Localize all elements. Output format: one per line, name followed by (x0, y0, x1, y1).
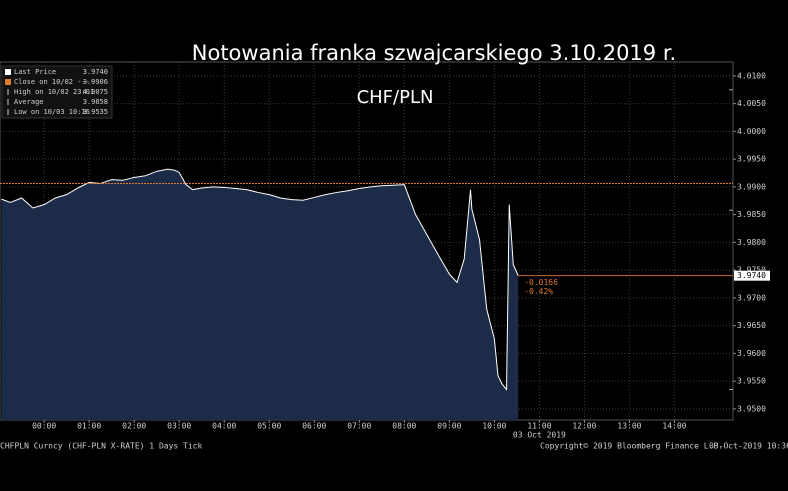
y-tick-label: 3.9750 (737, 266, 766, 275)
x-tick-label: 05:00 (257, 422, 281, 431)
x-tick-label: 03:00 (167, 422, 191, 431)
legend-value: 3.9740 (83, 68, 108, 76)
x-tick-label: 11:00 (527, 422, 551, 431)
legend-value: 3.9906 (83, 78, 108, 86)
y-tick-label: 3.9600 (737, 349, 766, 358)
y-tick-label: 3.9800 (737, 238, 766, 247)
area-fill (1, 169, 519, 420)
legend-swatch (5, 69, 11, 75)
legend: Last Price 3.9740 Close on 10/02 ----3.990… (5, 68, 108, 116)
legend-value: 3.9858 (83, 98, 108, 106)
price-line (1, 168, 519, 391)
legend-label: Average (14, 98, 44, 106)
x-tick-label: 10:00 (482, 422, 506, 431)
y-tick-label: 3.9500 (737, 404, 766, 413)
y-tick-label: 3.9900 (737, 182, 766, 191)
y-tick-label: 3.9850 (737, 210, 766, 219)
legend-label: High on 10/02 23:01 (14, 88, 94, 96)
change-pct-label: -0.42% (524, 287, 553, 296)
x-tick-label: 01:00 (77, 422, 101, 431)
x-tick-label: 13:00 (617, 422, 641, 431)
footer-right: 03-Oct-2019 10:36:57 (709, 442, 788, 451)
legend-label: Low on 10/03 10:16 (14, 108, 90, 116)
legend-label: Last Price (14, 68, 56, 76)
change-label: -0.0166 (524, 278, 558, 287)
y-tick-label: 3.9550 (737, 377, 766, 386)
data-layer (0, 89, 733, 420)
x-tick-label: 07:00 (347, 422, 371, 431)
legend-value: 4.0075 (83, 88, 108, 96)
labels: 3.9500 3.9550 3.9600 3.9650 3.9700 3.9750 3.98… (32, 71, 770, 440)
y-tick-label: 4.0100 (737, 71, 766, 80)
legend-value: 3.9535 (83, 108, 108, 116)
x-tick-label: 06:00 (302, 422, 326, 431)
x-tick-label: 04:00 (212, 422, 236, 431)
chart-title: Notowania franka szwajcarskiego 3.10.201… (192, 41, 676, 65)
y-tick-label: 4.0050 (737, 99, 766, 108)
legend-label: Close on 10/02 ---- (14, 78, 94, 86)
y-tick-label: 3.9650 (737, 321, 766, 330)
y-tick-label: 3.9950 (737, 155, 766, 164)
date-label: 03 Oct 2019 (513, 431, 566, 440)
x-tick-label: 00:00 (32, 422, 56, 431)
legend-swatch (5, 79, 11, 85)
x-tick-label: 09:00 (437, 422, 461, 431)
legend-box (1, 65, 113, 119)
last-price-box (734, 270, 770, 281)
footer-left: CHFPLN Curncy (CHF-PLN X-RATE) 1 Days Ti… (0, 442, 202, 451)
last-price-label: 3.9740 (737, 271, 766, 280)
x-tick-label: 14:00 (662, 422, 686, 431)
y-tick-label: 4.0000 (737, 127, 766, 136)
chart-subtitle: CHF/PLN (357, 87, 434, 108)
x-tick-label: 02:00 (122, 422, 146, 431)
footer-center: Copyright© 2019 Bloomberg Finance L.P. (540, 442, 723, 451)
y-tick-label: 3.9700 (737, 293, 766, 302)
x-tick-label: 12:00 (572, 422, 596, 431)
x-tick-label: 08:00 (392, 422, 416, 431)
